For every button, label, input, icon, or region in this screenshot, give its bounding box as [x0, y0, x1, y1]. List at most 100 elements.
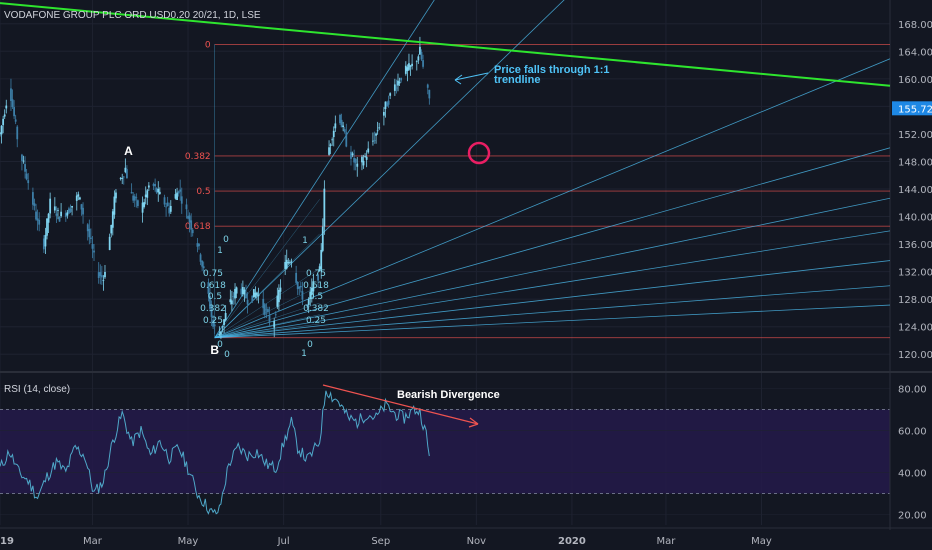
candle-body-233 — [364, 156, 366, 157]
candle-body-149 — [232, 296, 235, 297]
candle-body-21 — [32, 192, 34, 205]
circle-marker — [467, 141, 491, 165]
candle-body-144 — [224, 313, 227, 321]
candle-body-105 — [163, 197, 166, 205]
label-a: A — [124, 144, 133, 158]
candle-body-185 — [288, 262, 291, 264]
candle-body-213 — [332, 130, 335, 138]
candle-body-253 — [395, 87, 398, 89]
candle-body-177 — [276, 295, 279, 307]
candle-body-66 — [102, 279, 105, 281]
candle-body-197 — [307, 299, 310, 305]
candle-body-212 — [331, 139, 334, 141]
fan-label-left-4: 0.5 — [208, 292, 222, 302]
x-tick-label-8: May — [751, 536, 772, 547]
candle-body-165 — [257, 295, 260, 297]
candle-body-72 — [111, 211, 114, 228]
candle-body-60 — [93, 250, 95, 253]
fan-line-0 — [214, 58, 890, 339]
candle-body-29 — [44, 234, 47, 247]
fib-level-label-1: 0.382 — [185, 152, 211, 162]
fan-label-top-1: 1 — [302, 236, 308, 246]
candle-body-121 — [188, 215, 191, 223]
candle-body-112 — [174, 194, 177, 199]
rsi-group — [0, 390, 430, 515]
candle-body-120 — [187, 215, 189, 219]
y-tick-label-6: 144.00 — [898, 185, 932, 196]
candle-body-196 — [306, 304, 309, 307]
candle-body-67 — [104, 271, 106, 278]
candle-body-99 — [154, 184, 157, 187]
candle-body-227 — [354, 159, 357, 163]
fan-label-right-1: 0.618 — [303, 281, 329, 291]
candle-body-156 — [243, 289, 246, 295]
candle-body-190 — [296, 282, 299, 290]
candle-body-260 — [406, 67, 409, 72]
y-tick-label-5: 140.00 — [898, 213, 932, 224]
candle-body-207 — [323, 188, 326, 227]
candle-body-158 — [246, 299, 249, 305]
divergence-arrowhead — [468, 417, 479, 428]
candle-body-74 — [115, 192, 117, 199]
candle-body-36 — [55, 213, 58, 216]
annotation-text-2: trendline — [494, 74, 540, 86]
candle-body-151 — [235, 287, 238, 294]
candle-body-140 — [218, 334, 221, 336]
x-tick-label-0: 2019 — [0, 536, 14, 547]
label-b: B — [210, 343, 219, 357]
candle-body-219 — [342, 125, 345, 127]
candle-body-148 — [231, 300, 233, 305]
inner-fan-line-5 — [214, 314, 320, 338]
annotation-arrowhead — [454, 74, 463, 85]
candle-body-218 — [340, 119, 343, 128]
candle-body-245 — [382, 111, 385, 116]
fib-level-label-3: 0.618 — [185, 222, 211, 232]
candle-body-37 — [57, 210, 59, 211]
candle-body-256 — [400, 77, 403, 81]
candle-body-70 — [108, 236, 111, 250]
candle-body-87 — [135, 197, 138, 199]
candle-body-154 — [240, 288, 243, 295]
candle-body-30 — [46, 218, 48, 236]
candle-body-242 — [378, 127, 381, 129]
y-tick-label-7: 148.00 — [898, 157, 932, 168]
fan-label-right-5: 0 — [307, 340, 313, 350]
candle-body-179 — [279, 287, 282, 292]
candle-body-161 — [251, 295, 254, 302]
fan-label-left-3: 0.618 — [200, 281, 226, 291]
candle-body-157 — [245, 293, 247, 299]
candle-body-58 — [89, 237, 92, 239]
candle-body-18 — [27, 180, 30, 184]
candle-body-211 — [329, 144, 332, 146]
annotation-text-1: Price falls through 1:1 — [494, 64, 610, 76]
x-tick-label-4: Sep — [371, 536, 390, 547]
candle-body-232 — [362, 160, 365, 166]
candle-body-206 — [321, 226, 324, 251]
candle-body-25 — [38, 219, 41, 225]
candle-body-172 — [268, 314, 271, 323]
candle-body-49 — [75, 195, 78, 201]
last-price-label: 155.72 — [898, 104, 932, 115]
candle-body-14 — [21, 154, 23, 161]
inner-fan-line-2 — [214, 268, 320, 338]
fan-label-bottom-0: 0 — [224, 350, 230, 360]
candle-body-198 — [309, 291, 312, 300]
x-tick-label-1: Mar — [83, 536, 103, 547]
candle-body-115 — [179, 189, 182, 192]
annotation-arrow — [454, 72, 489, 81]
candle-body-182 — [284, 262, 287, 269]
fan-label-right-3: 0.382 — [303, 304, 329, 314]
candle-body-106 — [165, 206, 167, 208]
candle-body-85 — [132, 195, 135, 201]
candle-body-162 — [252, 289, 255, 298]
candle-body-263 — [411, 63, 413, 66]
candle-body-193 — [301, 291, 304, 300]
fan-label-right-0: 0.75 — [306, 269, 326, 279]
candle-body-228 — [356, 163, 359, 167]
x-tick-label-2: May — [178, 536, 199, 547]
candle-body-23 — [35, 211, 37, 220]
candle-body-101 — [157, 188, 160, 193]
candle-body-63 — [97, 272, 100, 279]
rsi-tick-label-2: 60.00 — [898, 427, 927, 438]
